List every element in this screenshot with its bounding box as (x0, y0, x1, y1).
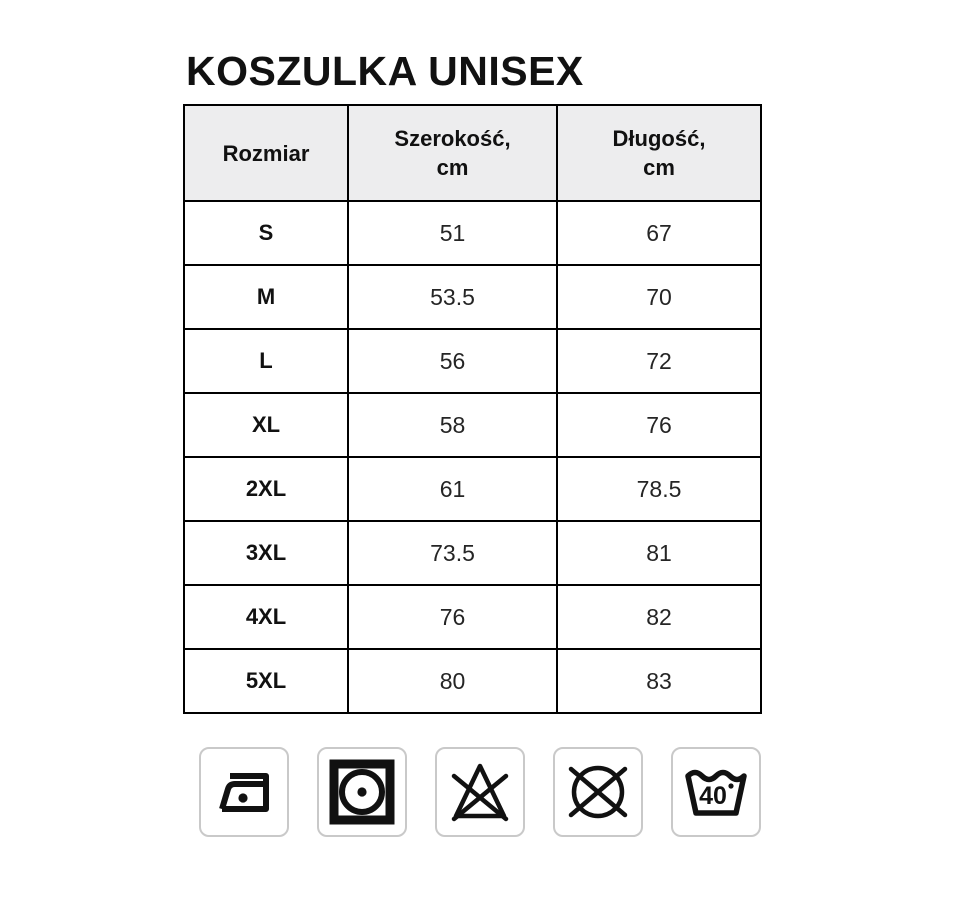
table-row: 4XL 76 82 (183, 584, 762, 650)
cell-width: 58 (347, 392, 558, 458)
table-row: 2XL 61 78.5 (183, 456, 762, 522)
column-header-length-line2: cm (643, 155, 675, 180)
table-row: M 53.5 70 (183, 264, 762, 330)
do-not-dry-clean-icon (568, 765, 628, 819)
cell-width: 56 (347, 328, 558, 394)
column-header-width-line1: Szerokość, (394, 126, 511, 151)
iron-one-dot-icon (219, 773, 269, 812)
cell-size: 5XL (183, 648, 349, 714)
cell-size: M (183, 264, 349, 330)
do-not-bleach-icon (451, 763, 509, 822)
cell-size: 4XL (183, 584, 349, 650)
table-row: 3XL 73.5 81 (183, 520, 762, 586)
cell-length: 76 (556, 392, 762, 458)
cell-width: 51 (347, 200, 558, 266)
cell-width: 76 (347, 584, 558, 650)
cell-size: L (183, 328, 349, 394)
care-symbols-row: 40 (199, 747, 761, 857)
care-symbol-tile (199, 747, 289, 837)
care-symbol-tile (435, 747, 525, 837)
wash-40-icon: 40 (685, 769, 747, 816)
cell-length: 82 (556, 584, 762, 650)
column-header-size: Rozmiar (183, 104, 349, 202)
table-row: S 51 67 (183, 200, 762, 266)
cell-width: 61 (347, 456, 558, 522)
column-header-length: Długość, cm (556, 104, 762, 202)
care-symbol-tile (553, 747, 643, 837)
care-symbol-tile (317, 747, 407, 837)
page-title: KOSZULKA UNISEX (186, 48, 584, 94)
tumble-dry-icon (329, 759, 395, 825)
table-row: L 56 72 (183, 328, 762, 394)
column-header-width: Szerokość, cm (347, 104, 558, 202)
cell-size: XL (183, 392, 349, 458)
column-header-width-line2: cm (436, 155, 469, 180)
cell-length: 81 (556, 520, 762, 586)
column-header-length-line1: Długość, (612, 126, 706, 151)
cell-size: S (183, 200, 349, 266)
table-row: 5XL 80 83 (183, 648, 762, 714)
cell-length: 67 (556, 200, 762, 266)
cell-width: 53.5 (347, 264, 558, 330)
cell-length: 78.5 (556, 456, 762, 522)
cell-size: 3XL (183, 520, 349, 586)
table-header-row: Rozmiar Szerokość, cm Długość, cm (183, 104, 762, 202)
cell-width: 73.5 (347, 520, 558, 586)
cell-width: 80 (347, 648, 558, 714)
cell-length: 70 (556, 264, 762, 330)
care-symbol-tile: 40 (671, 747, 761, 837)
cell-length: 83 (556, 648, 762, 714)
cell-length: 72 (556, 328, 762, 394)
wash-temperature-label: 40 (699, 782, 727, 810)
size-table: Rozmiar Szerokość, cm Długość, cm S 51 6… (183, 104, 762, 714)
table-row: XL 58 76 (183, 392, 762, 458)
cell-size: 2XL (183, 456, 349, 522)
